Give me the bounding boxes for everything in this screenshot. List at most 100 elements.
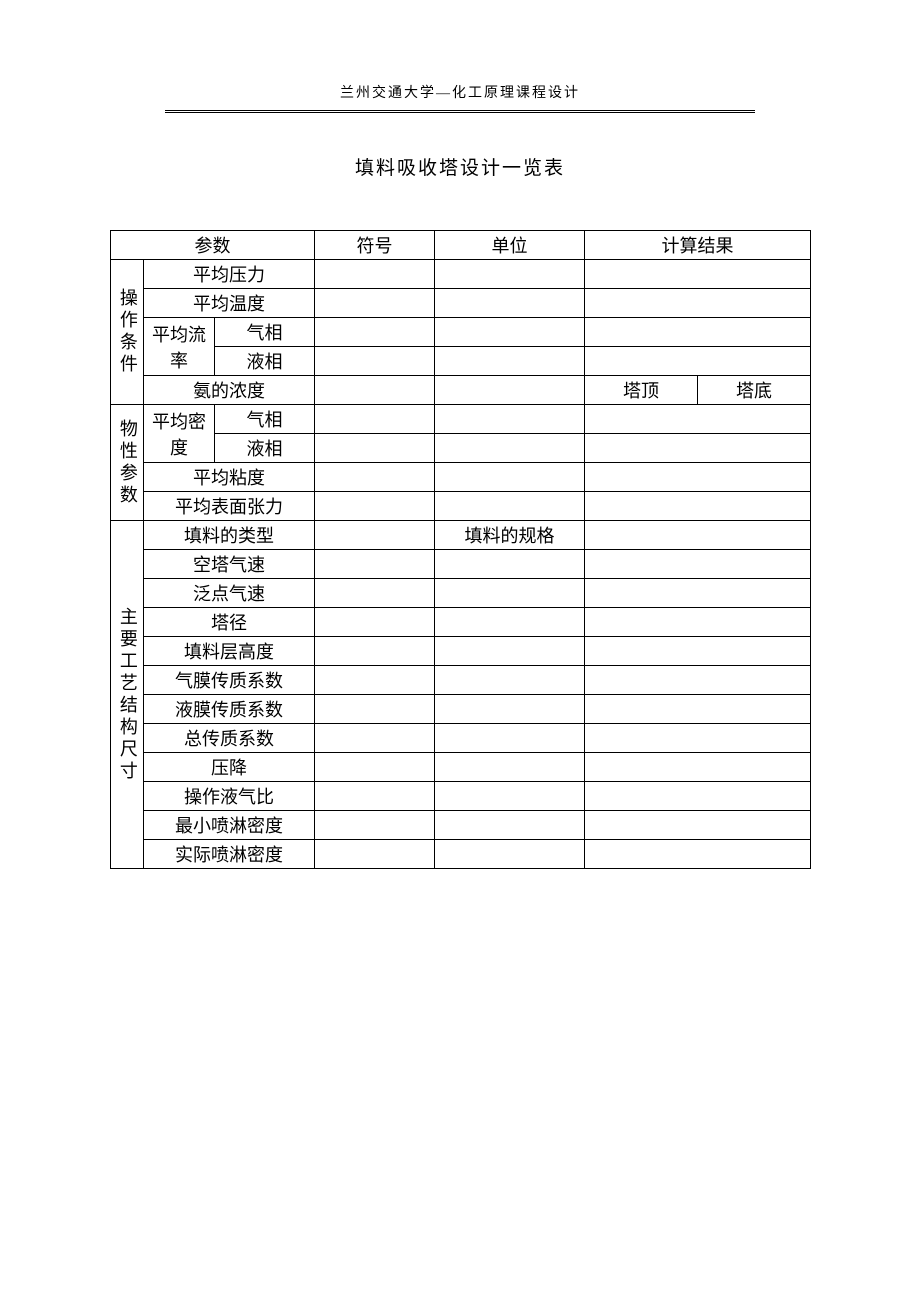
cell-value — [585, 579, 811, 608]
header-unit: 单位 — [435, 231, 585, 260]
cell-value — [315, 840, 435, 869]
table-row: 空塔气速 — [111, 550, 811, 579]
table-row: 操作条件 平均压力 — [111, 260, 811, 289]
cell-value — [585, 782, 811, 811]
cell-value — [435, 260, 585, 289]
table-row: 泛点气速 — [111, 579, 811, 608]
cell-value — [585, 289, 811, 318]
cell-value — [435, 405, 585, 434]
row-avg-viscosity: 平均粘度 — [144, 463, 315, 492]
cell-value — [585, 840, 811, 869]
cell-value — [435, 724, 585, 753]
row-flood-speed: 泛点气速 — [144, 579, 315, 608]
cell-value — [315, 782, 435, 811]
table-row: 平均粘度 — [111, 463, 811, 492]
table-row: 总传质系数 — [111, 724, 811, 753]
cell-value — [315, 579, 435, 608]
cell-packing-spec: 填料的规格 — [435, 521, 585, 550]
table-row: 主要工艺结构尺寸 填料的类型 填料的规格 — [111, 521, 811, 550]
table-row: 压降 — [111, 753, 811, 782]
cell-value — [315, 724, 435, 753]
table-row: 液膜传质系数 — [111, 695, 811, 724]
cell-tower-bottom: 塔底 — [698, 376, 811, 405]
cell-value — [585, 608, 811, 637]
row-avg-flowrate: 平均流率 — [144, 318, 215, 376]
cell-value — [435, 434, 585, 463]
row-avg-pressure: 平均压力 — [144, 260, 315, 289]
cell-value — [585, 347, 811, 376]
cell-value — [435, 318, 585, 347]
section-physical: 物性参数 — [111, 405, 144, 521]
row-liquid-film: 液膜传质系数 — [144, 695, 315, 724]
cell-value — [315, 521, 435, 550]
cell-value — [435, 289, 585, 318]
table-row: 氨的浓度 塔顶 塔底 — [111, 376, 811, 405]
table-header-row: 参数 符号 单位 计算结果 — [111, 231, 811, 260]
cell-value — [435, 579, 585, 608]
table-row: 气膜传质系数 — [111, 666, 811, 695]
cell-value — [315, 289, 435, 318]
cell-value — [315, 318, 435, 347]
cell-value — [585, 550, 811, 579]
cell-value — [585, 260, 811, 289]
row-avg-temp: 平均温度 — [144, 289, 315, 318]
table-row: 物性参数 平均密度 气相 — [111, 405, 811, 434]
cell-value — [585, 666, 811, 695]
page-header: 兰州交通大学—化工原理课程设计 — [0, 0, 920, 113]
cell-value — [315, 753, 435, 782]
cell-value — [585, 405, 811, 434]
row-ammonia: 氨的浓度 — [144, 376, 315, 405]
table-row: 液相 — [111, 434, 811, 463]
cell-value — [315, 492, 435, 521]
design-table: 参数 符号 单位 计算结果 操作条件 平均压力 平均温度 平均流率 气相 液 — [110, 230, 810, 869]
header-text: 兰州交通大学—化工原理课程设计 — [340, 86, 580, 101]
cell-value — [315, 695, 435, 724]
row-pressure-drop: 压降 — [144, 753, 315, 782]
header-result: 计算结果 — [585, 231, 811, 260]
row-packing-type: 填料的类型 — [144, 521, 315, 550]
cell-value — [435, 492, 585, 521]
row-gas-phase: 气相 — [215, 318, 315, 347]
cell-value — [585, 695, 811, 724]
row-min-spray: 最小喷淋密度 — [144, 811, 315, 840]
cell-value — [315, 434, 435, 463]
cell-value — [585, 811, 811, 840]
cell-value — [315, 463, 435, 492]
cell-value — [435, 695, 585, 724]
row-actual-spray: 实际喷淋密度 — [144, 840, 315, 869]
row-empty-speed: 空塔气速 — [144, 550, 315, 579]
cell-value — [585, 318, 811, 347]
cell-value — [435, 347, 585, 376]
cell-value — [315, 637, 435, 666]
section-operating: 操作条件 — [111, 260, 144, 405]
cell-value — [585, 724, 811, 753]
row-surface-tension: 平均表面张力 — [144, 492, 315, 521]
table-row: 实际喷淋密度 — [111, 840, 811, 869]
cell-value — [315, 550, 435, 579]
cell-value — [435, 608, 585, 637]
cell-value — [435, 840, 585, 869]
cell-value — [435, 753, 585, 782]
row-gas-phase: 气相 — [215, 405, 315, 434]
table-row: 操作液气比 — [111, 782, 811, 811]
table-row: 平均流率 气相 — [111, 318, 811, 347]
cell-value — [435, 550, 585, 579]
cell-value — [435, 666, 585, 695]
table-row: 平均温度 — [111, 289, 811, 318]
table-row: 液相 — [111, 347, 811, 376]
cell-value — [435, 376, 585, 405]
row-tower-diameter: 塔径 — [144, 608, 315, 637]
table-row: 填料层高度 — [111, 637, 811, 666]
cell-value — [585, 434, 811, 463]
header-param: 参数 — [111, 231, 315, 260]
header-line — [165, 110, 755, 113]
cell-value — [585, 463, 811, 492]
row-total-transfer: 总传质系数 — [144, 724, 315, 753]
row-liquid-phase: 液相 — [215, 434, 315, 463]
cell-value — [435, 463, 585, 492]
cell-value — [315, 347, 435, 376]
row-packing-height: 填料层高度 — [144, 637, 315, 666]
cell-tower-top: 塔顶 — [585, 376, 698, 405]
cell-value — [315, 376, 435, 405]
page-title: 填料吸收塔设计一览表 — [0, 153, 920, 180]
